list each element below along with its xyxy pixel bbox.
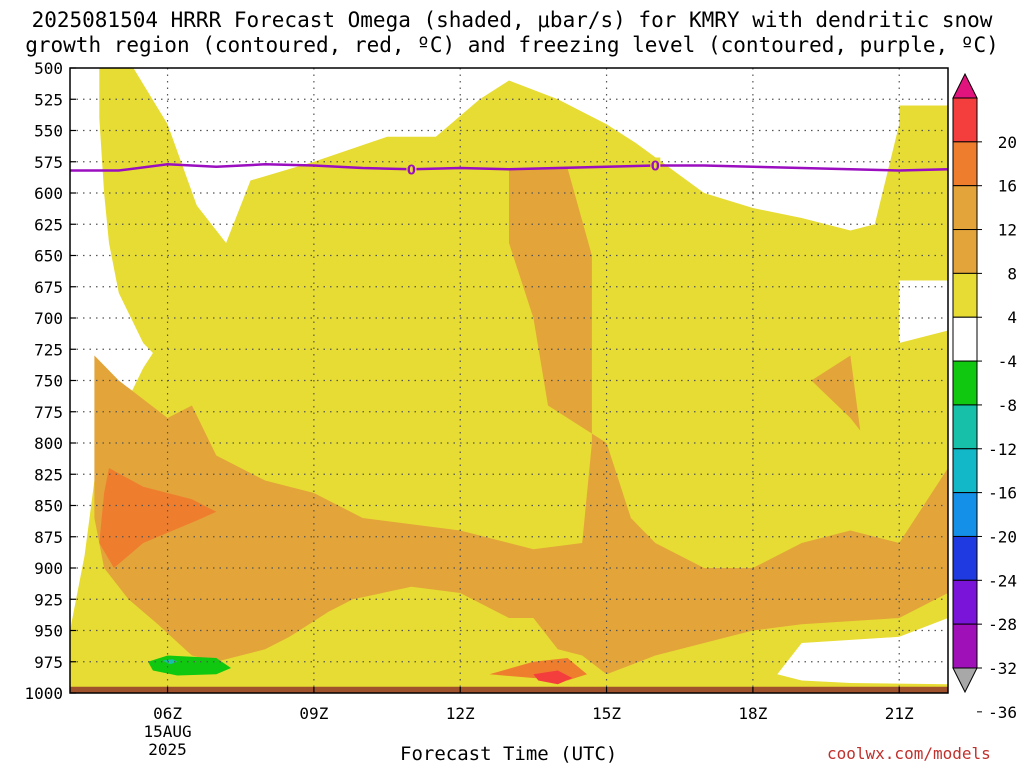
colorbar-bottom-arrow bbox=[952, 667, 978, 694]
y-tick-label: 650 bbox=[34, 247, 63, 266]
y-tick-label: 975 bbox=[34, 653, 63, 672]
omega-region-moderate-ascent-8-to-12 bbox=[94, 168, 948, 675]
y-tick-label: 575 bbox=[34, 153, 63, 172]
x-tick-date: 15AUG bbox=[143, 722, 191, 741]
colorbar-label: 12 bbox=[998, 221, 1017, 240]
y-tick-label: 550 bbox=[34, 122, 63, 141]
colorbar-bin bbox=[952, 185, 978, 231]
contour-label-bg bbox=[650, 157, 661, 174]
colorbar: 20 16 12 8 4 -4 -8 -12 -16 -20 -24 -28 -32 -36 bbox=[952, 72, 1017, 722]
colorbar-label: 4 bbox=[1007, 308, 1017, 327]
y-tick-label: 725 bbox=[34, 340, 63, 359]
colorbar-bin bbox=[952, 448, 978, 494]
plot-area bbox=[70, 68, 948, 693]
colorbar-bin bbox=[952, 535, 978, 581]
y-tick-label: 925 bbox=[34, 590, 63, 609]
y-tick-label: 525 bbox=[34, 90, 63, 109]
y-tick-label: 500 bbox=[34, 59, 63, 78]
colorbar-bin bbox=[952, 623, 978, 669]
y-tick-label: 750 bbox=[34, 372, 63, 391]
colorbar-label: -20 bbox=[988, 527, 1017, 546]
x-axis-label: Forecast Time (UTC) bbox=[400, 743, 618, 765]
x-tick-label: 06Z bbox=[153, 704, 182, 723]
y-tick-label: 950 bbox=[34, 622, 63, 641]
y-tick-label: 900 bbox=[34, 559, 63, 578]
colorbar-label: 8 bbox=[1007, 264, 1017, 283]
colorbar-label: -36 bbox=[988, 703, 1017, 722]
y-axis-ticks: 500 525 550 575 600 625 650 675 700 725 750 775 800 8… bbox=[24, 59, 76, 703]
omega-region-strong-ascent-12-to-16 bbox=[99, 468, 217, 568]
omega-region-very-strong-ascent-16-to-20 bbox=[533, 670, 573, 685]
y-tick-label: 625 bbox=[34, 215, 63, 234]
y-tick-label: 775 bbox=[34, 403, 63, 422]
colorbar-label: 20 bbox=[998, 133, 1017, 152]
colorbar-top-arrow bbox=[952, 72, 978, 99]
y-tick-label: 675 bbox=[34, 278, 63, 297]
x-tick-label: 15Z bbox=[592, 704, 621, 723]
y-tick-label: 875 bbox=[34, 528, 63, 547]
contour-label: 0 bbox=[407, 163, 416, 178]
y-tick-label: 700 bbox=[34, 309, 63, 328]
x-tick-year: 2025 bbox=[148, 740, 187, 759]
colorbar-bin bbox=[952, 360, 978, 406]
contour-label-bg bbox=[406, 161, 417, 178]
chart-title-line1: 2025081504 HRRR Forecast Omega (shaded, … bbox=[31, 8, 993, 32]
colorbar-bin bbox=[952, 272, 978, 318]
x-tick-label: 12Z bbox=[446, 704, 475, 723]
colorbar-label: -8 bbox=[998, 396, 1017, 415]
x-tick-label: 18Z bbox=[738, 704, 767, 723]
x-tick-label: 09Z bbox=[299, 704, 328, 723]
y-tick-label: 850 bbox=[34, 497, 63, 516]
y-tick-label: 825 bbox=[34, 465, 63, 484]
colorbar-label: -12 bbox=[988, 440, 1017, 459]
colorbar-label: -24 bbox=[988, 571, 1017, 590]
y-tick-label: 600 bbox=[34, 184, 63, 203]
omega-region-moderate-ascent-east bbox=[811, 355, 861, 431]
colorbar-label: -4 bbox=[998, 352, 1017, 371]
y-tick-label: 1000 bbox=[24, 684, 63, 703]
omega-region-descent-minus-16-to-minus-12 bbox=[162, 659, 178, 665]
colorbar-label: -16 bbox=[988, 484, 1017, 503]
y-tick-label: 800 bbox=[34, 434, 63, 453]
grid-lines bbox=[70, 68, 948, 693]
chart-title-line2: growth region (contoured, red, ºC) and f… bbox=[25, 33, 999, 57]
colorbar-bin bbox=[952, 229, 978, 274]
colorbar-label: 16 bbox=[998, 177, 1017, 196]
colorbar-bin bbox=[952, 492, 978, 537]
contour-label: 0 bbox=[651, 160, 660, 175]
colorbar-label: -28 bbox=[988, 615, 1017, 634]
colorbar-bin bbox=[952, 316, 978, 362]
ground-layer bbox=[70, 686, 948, 693]
freezing-level-line bbox=[70, 163, 949, 172]
source-credit: coolwx.com/models bbox=[827, 744, 991, 763]
colorbar-bin bbox=[952, 141, 978, 187]
colorbar-bin bbox=[952, 404, 978, 450]
colorbar-label: -32 bbox=[988, 659, 1017, 678]
x-tick-label: 21Z bbox=[885, 704, 914, 723]
colorbar-bin bbox=[952, 579, 978, 625]
colorbar-bin bbox=[952, 97, 978, 143]
